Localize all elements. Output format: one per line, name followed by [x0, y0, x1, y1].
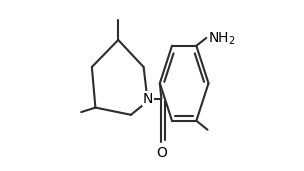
- Text: N: N: [143, 92, 153, 106]
- Text: O: O: [156, 147, 167, 160]
- Text: N: N: [143, 92, 153, 106]
- Text: NH$_2$: NH$_2$: [208, 30, 235, 47]
